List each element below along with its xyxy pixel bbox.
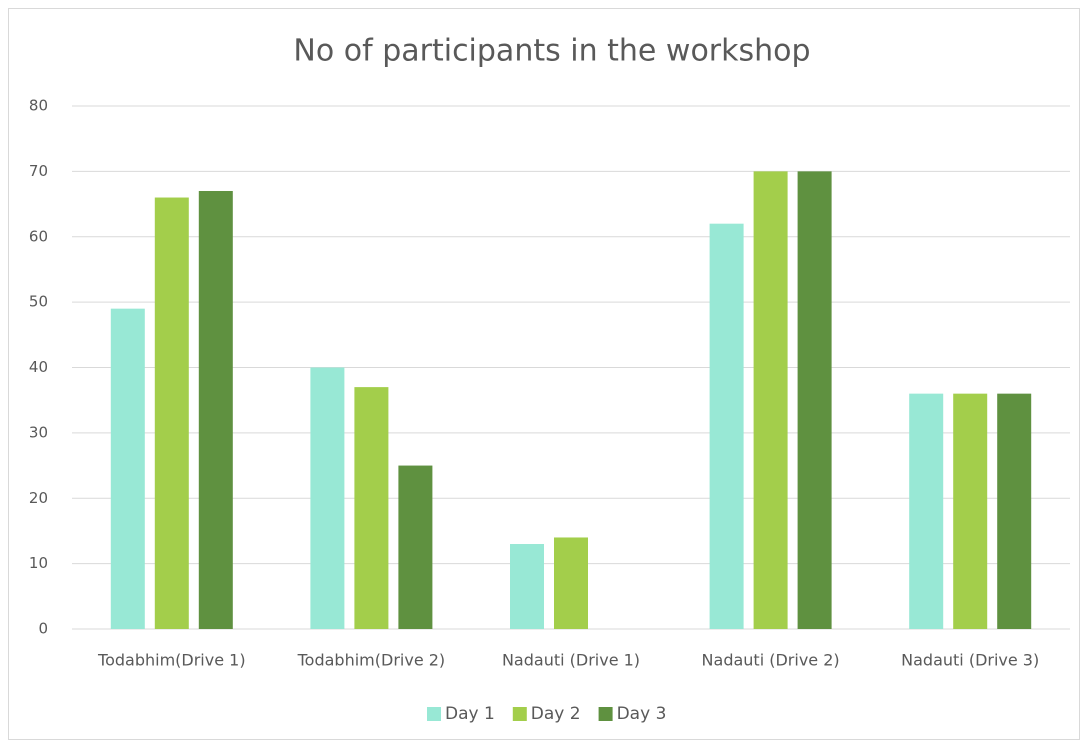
bar <box>310 367 345 629</box>
bar <box>709 223 744 630</box>
legend-label: Day 1 <box>445 704 495 724</box>
bar <box>554 537 588 629</box>
legend-label: Day 2 <box>531 704 581 724</box>
bar <box>953 393 988 629</box>
y-tick-label: 80 <box>29 97 48 115</box>
legend-swatch <box>598 707 613 721</box>
x-tick-label: Todabhim(Drive 2) <box>297 651 446 670</box>
y-tick-label: 70 <box>29 162 48 180</box>
bar <box>154 197 189 629</box>
y-tick-label: 60 <box>29 227 48 245</box>
y-tick-label: 20 <box>29 489 48 507</box>
legend-label: Day 3 <box>617 704 667 724</box>
legend-swatch <box>427 707 441 721</box>
y-tick-label: 0 <box>38 620 48 638</box>
bar <box>510 544 544 629</box>
x-tick-label: Todabhim(Drive 1) <box>97 651 246 670</box>
x-tick-label: Nadauti (Drive 3) <box>901 651 1039 670</box>
x-tick-label: Nadauti (Drive 1) <box>502 651 640 670</box>
bar <box>753 171 788 629</box>
bar <box>398 465 433 629</box>
legend-swatch <box>512 707 527 721</box>
bar <box>997 393 1032 629</box>
bar <box>110 308 145 629</box>
chart-title: No of participants in the workshop <box>293 34 810 69</box>
bar <box>797 171 832 629</box>
y-tick-label: 30 <box>29 423 48 441</box>
bar <box>354 387 389 629</box>
bar <box>198 190 233 630</box>
y-tick-label: 10 <box>29 554 48 572</box>
bar <box>909 393 944 629</box>
y-tick-label: 40 <box>29 358 48 376</box>
x-tick-label: Nadauti (Drive 2) <box>702 651 840 670</box>
y-tick-label: 50 <box>29 293 48 311</box>
